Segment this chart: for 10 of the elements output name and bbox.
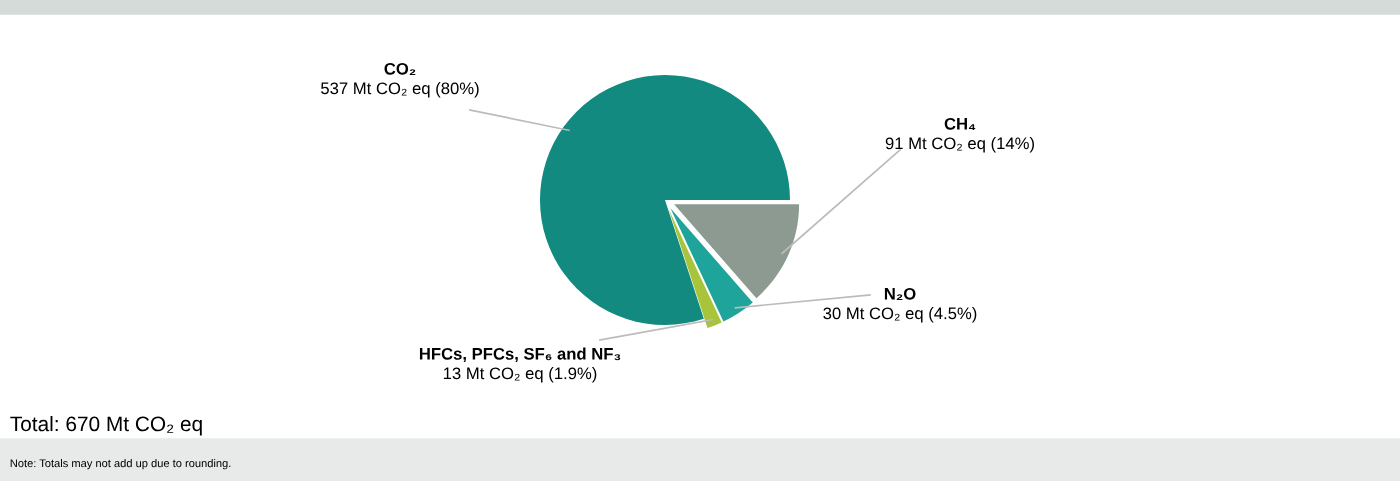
text: Total: 670 Mt CO₂ eq [10, 415, 202, 436]
data-label: 30 Mt CO₂ eq (4.5%) [823, 307, 977, 323]
slice-label: HFCs, PFCs, SF₆ and NF₃ [419, 347, 621, 363]
data-label: 13 Mt CO₂ eq (1.9%) [443, 367, 597, 383]
data-label: 537 Mt CO₂ eq (80%) [321, 82, 479, 98]
data-label: 91 Mt CO₂ eq (14%) [885, 137, 1034, 153]
slice-label: CO₂ [384, 62, 416, 76]
slice-label: CH₄ [944, 117, 976, 131]
text: Note: Totals may not add up due to rounding. [10, 458, 231, 470]
slice-label: N₂O [884, 287, 916, 301]
